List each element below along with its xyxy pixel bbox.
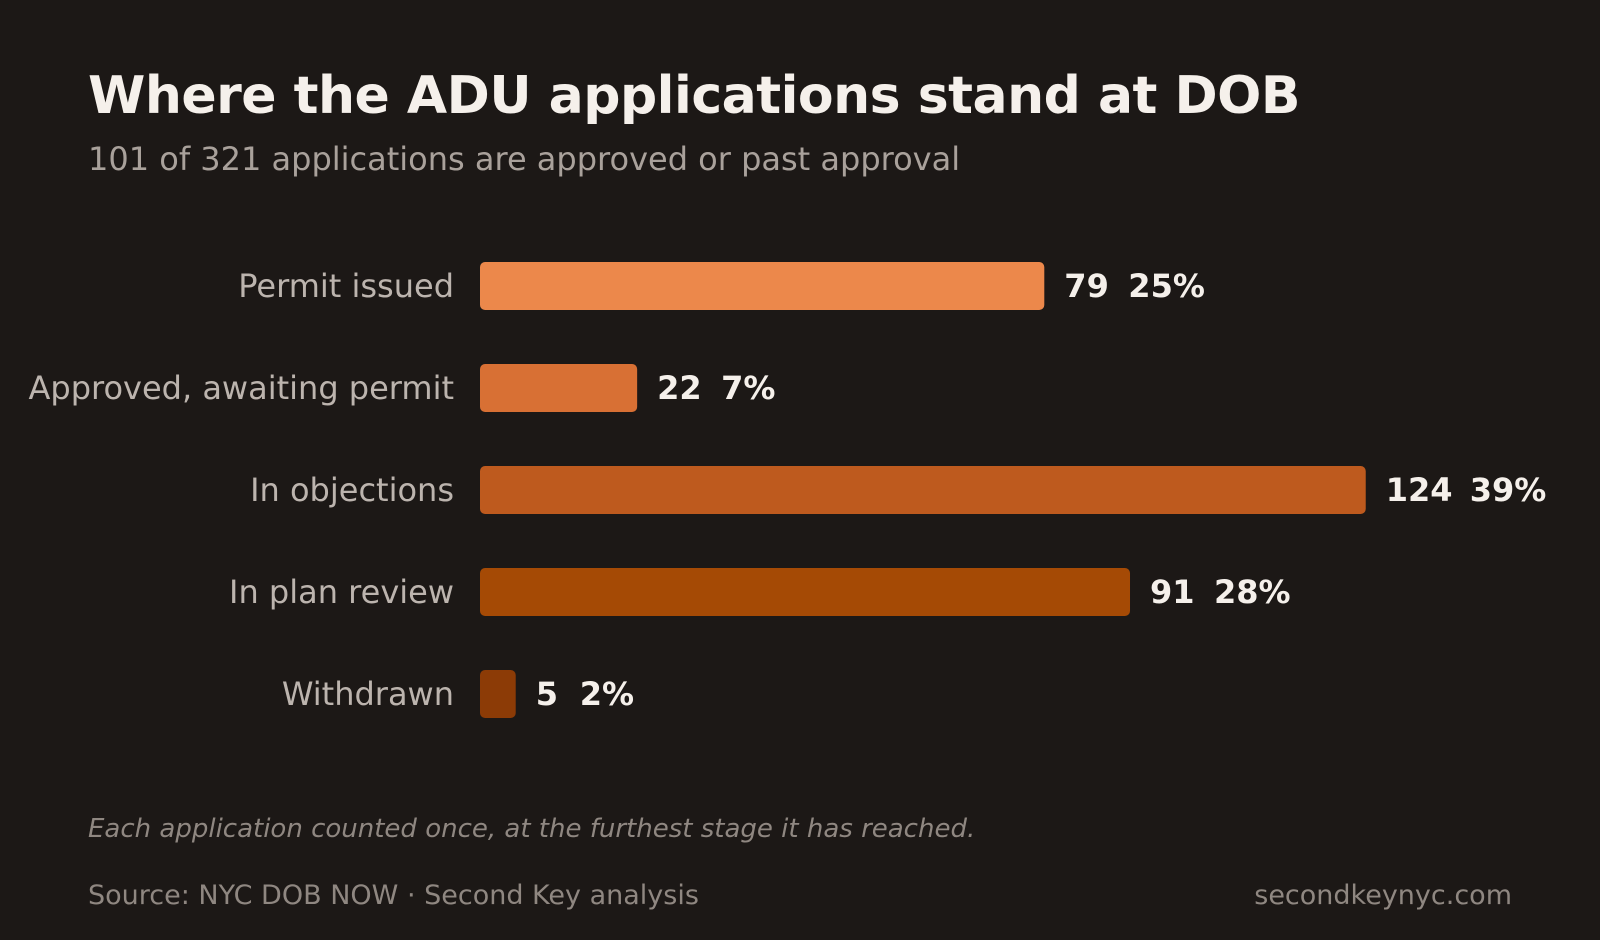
chart-title: Where the ADU applications stand at DOB [88, 66, 1301, 126]
chart-subtitle: 101 of 321 applications are approved or … [88, 140, 961, 178]
category-label: Approved, awaiting permit [28, 369, 454, 407]
value-label: 124 [1386, 471, 1453, 509]
value-label: 22 [657, 369, 702, 407]
bar [480, 670, 516, 718]
category-label: Withdrawn [282, 675, 454, 713]
category-label: Permit issued [238, 267, 454, 305]
value-label: 5 [536, 675, 558, 713]
bar [480, 364, 638, 412]
percent-label: 28% [1214, 573, 1291, 611]
footnote: Each application counted once, at the fu… [88, 814, 976, 844]
bar [480, 466, 1366, 514]
percent-label: 25% [1128, 267, 1205, 305]
source-credit: Source: NYC DOB NOW · Second Key analysi… [88, 880, 699, 911]
site-credit: secondkeynyc.com [1254, 880, 1512, 911]
bar [480, 568, 1131, 616]
percent-label: 39% [1470, 471, 1547, 509]
percent-label: 2% [580, 675, 634, 713]
percent-label: 7% [721, 369, 775, 407]
value-label: 91 [1150, 573, 1195, 611]
bar [480, 262, 1045, 310]
value-label: 79 [1064, 267, 1109, 305]
category-label: In objections [250, 471, 454, 509]
category-label: In plan review [229, 573, 454, 611]
